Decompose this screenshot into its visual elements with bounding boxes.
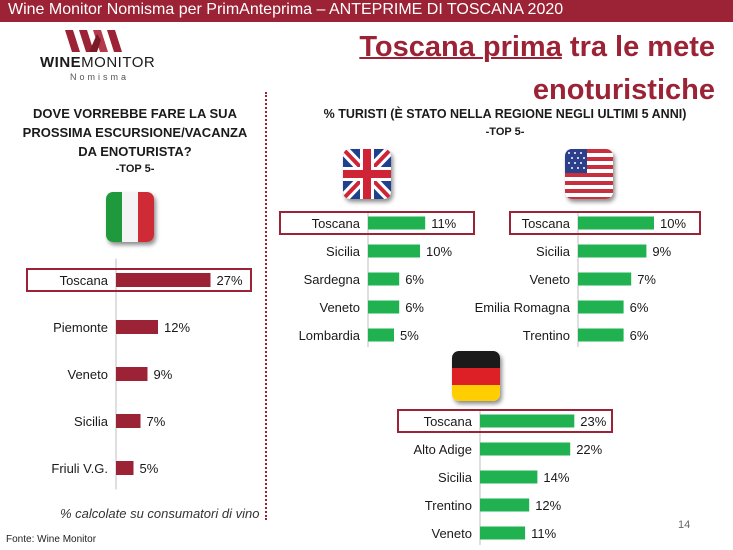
germany-flag [452,351,500,401]
page-title: Toscana prima tra le mete enoturistiche [295,26,715,112]
germany-bar-4 [480,498,530,512]
usa-category-label-4: Emilia Romagna [475,300,571,315]
uk-category-label-3: Sardegna [304,272,361,287]
germany-category-label-5: Veneto [432,526,473,541]
footnote: % calcolate su consumatori di vino [60,506,260,521]
page-number: 14 [678,519,691,531]
logo-subtitle: Nomisma [70,72,130,82]
usa-category-label-2: Sicilia [536,244,571,259]
italy-value-label-3: 9% [154,367,173,382]
right-panel-subheading: -TOP 5- [485,126,525,138]
title-line2: enoturistiche [532,74,715,106]
italy-category-label-5: Friuli V.G. [51,461,108,476]
italy-chart: Toscana 27% Piemonte 12% Veneto 9% Sicilia 7% Fr… [26,258,252,490]
usa-highlight-box [509,211,701,235]
italy-category-label-1: Toscana [60,273,109,288]
usa-bar-4 [578,300,624,314]
italy-flag [106,192,154,242]
usa-bar-1 [578,216,654,230]
title-rest: tra le mete [561,31,715,63]
left-panel-question: DOVE VORREBBE FARE LA SUA PROSSIMA ESCUR… [22,106,248,159]
germany-chart: Toscana 23% Alto Adige 22% Sicilia 14% Trentin… [397,409,613,545]
uk-value-label-1: 11% [431,216,456,231]
uk-category-label-4: Veneto [320,300,361,315]
logo-wordmark: WINEMONITOR [40,54,156,71]
uk-category-label-2: Sicilia [326,244,361,259]
usa-value-label-5: 6% [630,328,649,343]
usa-bar-5 [578,328,624,342]
usa-value-label-3: 7% [637,272,656,287]
uk-bar-1 [368,216,426,230]
germany-value-label-3: 14% [543,470,569,485]
uk-flag [343,149,391,199]
germany-value-label-1: 23% [580,414,606,429]
usa-value-label-4: 6% [630,300,649,315]
header-bar: Wine Monitor Nomisma per PrimAnteprima –… [0,0,733,22]
uk-bar-3 [368,272,400,286]
uk-category-label-5: Lombardia [299,328,361,343]
uk-bar-4 [368,300,400,314]
italy-category-label-4: Sicilia [74,414,109,429]
title-highlight: Toscana prima [359,31,562,63]
usa-bar-2 [578,244,647,258]
italy-value-label-2: 12% [164,320,190,335]
usa-category-label-5: Trentino [523,328,570,343]
italy-value-label-4: 7% [147,414,166,429]
italy-bar-1 [116,273,211,287]
wine-monitor-logo: WINEMONITOR Nomisma [40,30,155,84]
panel-divider [265,92,267,520]
italy-highlight-box [26,268,252,292]
uk-value-label-3: 6% [405,272,424,287]
source-note: Fonte: Wine Monitor [6,534,97,545]
usa-value-label-1: 10% [660,216,686,231]
usa-category-label-1: Toscana [522,216,571,231]
uk-value-label-4: 6% [405,300,424,315]
germany-value-label-5: 11% [531,526,556,541]
germany-category-label-2: Alto Adige [413,442,472,457]
italy-bar-2 [116,320,158,334]
italy-category-label-3: Veneto [68,367,109,382]
uk-category-label-1: Toscana [312,216,361,231]
germany-value-label-2: 22% [576,442,602,457]
italy-bar-5 [116,461,134,475]
italy-value-label-1: 27% [217,273,243,288]
germany-bar-3 [480,470,538,484]
header-bar-text: Wine Monitor Nomisma per PrimAnteprima –… [8,1,564,18]
germany-value-label-4: 12% [535,498,561,513]
uk-highlight-box [279,211,475,235]
germany-bar-5 [480,526,526,540]
usa-chart: Toscana 10% Sicilia 9% Veneto 7% Emilia Romagn… [475,211,701,347]
right-panel-heading: % TURISTI (È STATO NELLA REGIONE NEGLI U… [323,107,687,121]
usa-value-label-2: 9% [652,244,671,259]
usa-flag [565,149,613,199]
germany-highlight-box [397,409,613,433]
germany-category-label-1: Toscana [424,414,473,429]
uk-chart: Toscana 11% Sicilia 10% Sardegna 6% Veneto 6% Lo… [279,211,475,347]
usa-bar-3 [578,272,632,286]
italy-category-label-2: Piemonte [53,320,108,335]
italy-bar-3 [116,367,148,381]
wine-monitor-logo-mark [65,30,122,52]
germany-category-label-3: Sicilia [438,470,473,485]
germany-bar-2 [480,442,571,456]
italy-bar-4 [116,414,141,428]
germany-category-label-4: Trentino [425,498,472,513]
uk-value-label-5: 5% [400,328,419,343]
usa-category-label-3: Veneto [530,272,571,287]
left-panel-subheading: -TOP 5- [115,163,155,175]
italy-value-label-5: 5% [140,461,159,476]
uk-bar-2 [368,244,420,258]
uk-value-label-2: 10% [426,244,452,259]
germany-bar-1 [480,414,575,428]
uk-bar-5 [368,328,394,342]
